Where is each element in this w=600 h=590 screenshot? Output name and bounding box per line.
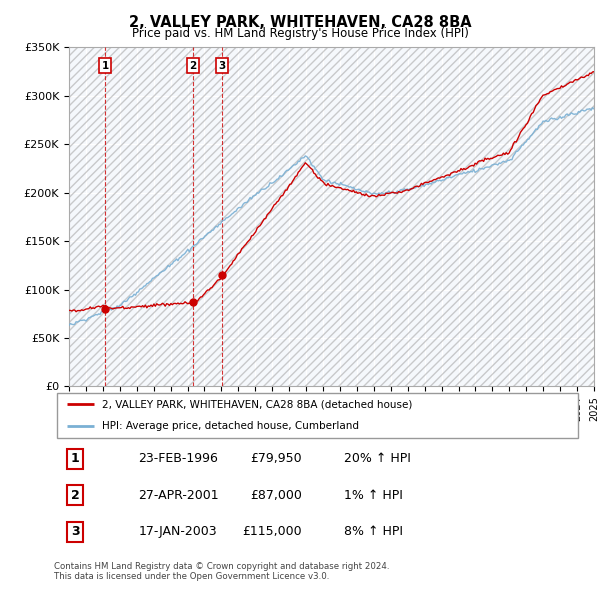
- Text: £115,000: £115,000: [242, 525, 302, 538]
- Text: £79,950: £79,950: [251, 453, 302, 466]
- Text: Price paid vs. HM Land Registry's House Price Index (HPI): Price paid vs. HM Land Registry's House …: [131, 27, 469, 40]
- Text: 27-APR-2001: 27-APR-2001: [139, 489, 219, 502]
- Text: 3: 3: [218, 61, 226, 71]
- Text: 2, VALLEY PARK, WHITEHAVEN, CA28 8BA (detached house): 2, VALLEY PARK, WHITEHAVEN, CA28 8BA (de…: [101, 399, 412, 409]
- Text: HPI: Average price, detached house, Cumberland: HPI: Average price, detached house, Cumb…: [101, 421, 359, 431]
- Text: 8% ↑ HPI: 8% ↑ HPI: [344, 525, 403, 538]
- Text: 1: 1: [101, 61, 109, 71]
- Text: 2: 2: [71, 489, 79, 502]
- Text: 2, VALLEY PARK, WHITEHAVEN, CA28 8BA: 2, VALLEY PARK, WHITEHAVEN, CA28 8BA: [128, 15, 472, 30]
- Text: 23-FEB-1996: 23-FEB-1996: [139, 453, 218, 466]
- FancyBboxPatch shape: [56, 392, 578, 438]
- Text: 17-JAN-2003: 17-JAN-2003: [139, 525, 217, 538]
- Text: 2: 2: [190, 61, 197, 71]
- Text: £87,000: £87,000: [250, 489, 302, 502]
- Text: Contains HM Land Registry data © Crown copyright and database right 2024.: Contains HM Land Registry data © Crown c…: [54, 562, 389, 571]
- Text: This data is licensed under the Open Government Licence v3.0.: This data is licensed under the Open Gov…: [54, 572, 329, 581]
- Text: 3: 3: [71, 525, 79, 538]
- Bar: [590, 47, 596, 386]
- Text: 1% ↑ HPI: 1% ↑ HPI: [344, 489, 403, 502]
- Text: 1: 1: [71, 453, 79, 466]
- Text: 20% ↑ HPI: 20% ↑ HPI: [344, 453, 411, 466]
